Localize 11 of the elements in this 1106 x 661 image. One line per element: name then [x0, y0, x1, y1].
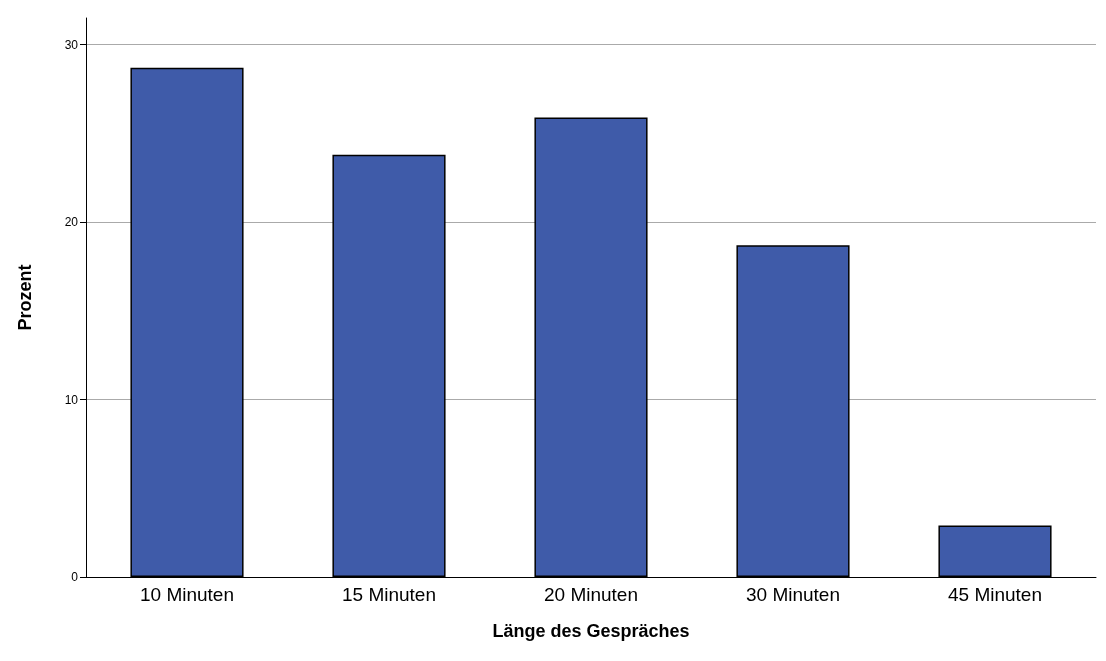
y-tick-label: 20	[64, 215, 79, 230]
x-tick-label: 15 Minuten	[341, 584, 437, 605]
y-tick-label: 30	[64, 37, 79, 52]
y-tick-label: 10	[64, 392, 79, 407]
y-axis-title: Prozent	[15, 264, 35, 331]
x-tick-label: 30 Minuten	[745, 584, 841, 605]
x-tick-label: 20 Minuten	[543, 584, 639, 605]
y-tick-label: 0	[71, 570, 79, 584]
x-tick-label: 45 Minuten	[947, 584, 1043, 605]
x-axis-title: Länge des Gespräches	[492, 621, 690, 641]
x-tick-label: 10 Minuten	[139, 584, 235, 605]
